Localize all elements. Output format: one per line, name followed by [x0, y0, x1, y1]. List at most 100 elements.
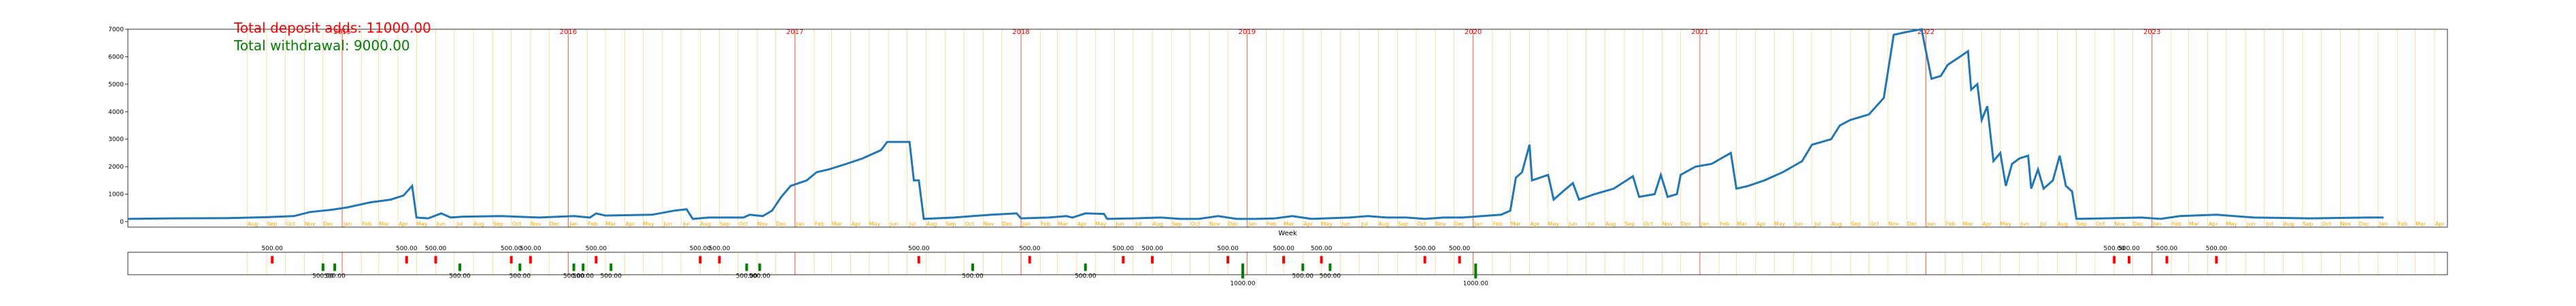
deposit-value-label: 500.00: [1311, 245, 1333, 252]
balance-line: [127, 28, 2384, 220]
withdrawal-bar: [582, 263, 585, 271]
month-label: Dec: [2359, 221, 2369, 227]
year-label: 2017: [786, 29, 803, 36]
deposit-bar: [405, 256, 408, 264]
withdrawal-bar: [1241, 263, 1244, 279]
withdrawal-bar: [1084, 263, 1087, 271]
month-label: May: [1548, 221, 1560, 227]
deposit-bar: [2113, 256, 2116, 264]
month-label: Sep: [1398, 221, 1408, 227]
month-label: Jan: [1926, 221, 1935, 227]
month-label: Mar: [2189, 221, 2200, 227]
month-label: Jan: [1248, 221, 1256, 227]
month-label: Nov: [984, 221, 994, 227]
month-label: Mar: [1058, 221, 1069, 227]
month-label: Oct: [286, 221, 295, 227]
month-label: Mar: [379, 221, 390, 227]
month-label: Jul: [1813, 221, 1821, 227]
month-label: Aug: [926, 221, 937, 227]
month-label: Apr: [852, 221, 862, 227]
deposit-value-label: 500.00: [261, 245, 283, 252]
month-label: Apr: [1530, 221, 1541, 227]
deposit-value-label: 500.00: [425, 245, 447, 252]
month-label: Dec: [1454, 221, 1465, 227]
deposit-bar: [1226, 256, 1230, 264]
month-label: Jan: [2379, 221, 2388, 227]
month-label: Sep: [2077, 221, 2087, 227]
month-label: Oct: [1870, 221, 1879, 227]
month-label: Jan: [1701, 221, 1709, 227]
month-label: Aug: [1831, 221, 1842, 227]
withdrawal-bar: [572, 263, 575, 271]
total-deposits-label: Total deposit adds: 11000.00: [234, 20, 431, 36]
deposit-bar: [595, 256, 598, 264]
month-label: Jun: [1794, 221, 1803, 227]
month-label: Nov: [531, 221, 541, 227]
month-label: Apr: [1303, 221, 1314, 227]
month-label: Sep: [493, 221, 503, 227]
month-label: Apr: [625, 221, 635, 227]
month-label: Oct: [965, 221, 974, 227]
y-tick-label: 0: [120, 219, 124, 226]
withdrawal-value-label: 500.00: [1320, 273, 1341, 280]
month-label: Nov: [757, 221, 768, 227]
deposit-value-label: 500.00: [2103, 245, 2125, 252]
month-label: Jul: [2266, 221, 2273, 227]
deposit-value-label: 500.00: [2118, 245, 2140, 252]
withdrawal-value-label: 500.00: [324, 273, 346, 280]
month-label: Feb: [2398, 221, 2407, 227]
withdrawal-bar: [1328, 263, 1332, 271]
deposit-value-label: 500.00: [1273, 245, 1294, 252]
deposit-bar: [529, 256, 532, 264]
year-label: 2016: [560, 29, 577, 36]
month-label: Aug: [473, 221, 484, 227]
deposit-bar: [1028, 256, 1031, 264]
month-label: Sep: [267, 221, 277, 227]
month-label: Nov: [1209, 221, 1220, 227]
month-label: Aug: [2058, 221, 2069, 227]
deposit-value-label: 500.00: [908, 245, 930, 252]
deposit-bar: [699, 256, 702, 264]
withdrawal-value-label: 500.00: [736, 273, 758, 280]
deposit-bar: [509, 256, 513, 264]
deposit-value-label: 500.00: [1414, 245, 1436, 252]
month-label: May: [1321, 221, 1333, 227]
deposit-bar: [718, 256, 721, 264]
deposit-value-label: 500.00: [520, 245, 541, 252]
withdrawal-value-label: 500.00: [312, 273, 334, 280]
withdrawal-value-label: 1000.00: [1230, 281, 1255, 288]
month-label: Aug: [1605, 221, 1616, 227]
month-label: Mar: [1737, 221, 1747, 227]
month-label: Jun: [436, 221, 446, 227]
month-label: Aug: [701, 221, 712, 227]
month-label: Jul: [1360, 221, 1368, 227]
month-label: Jun: [663, 221, 673, 227]
month-label: May: [1095, 221, 1107, 227]
month-label: Feb: [1041, 221, 1050, 227]
y-tick-label: 2000: [108, 164, 124, 171]
year-label: 2022: [1918, 29, 1935, 36]
withdrawal-bar: [458, 263, 462, 271]
month-label: Jun: [2246, 221, 2256, 227]
month-label: Feb: [1493, 221, 1503, 227]
month-label: Jul: [1588, 221, 1595, 227]
deposit-bar: [917, 256, 920, 264]
month-label: Feb: [362, 221, 371, 227]
month-label: Oct: [1191, 221, 1201, 227]
withdrawal-bar: [609, 263, 613, 271]
withdrawal-bar: [745, 263, 748, 271]
month-label: Mar: [1511, 221, 1522, 227]
month-label: Nov: [1888, 221, 1899, 227]
year-label: 2019: [1239, 29, 1256, 36]
month-label: Sep: [2303, 221, 2313, 227]
month-label: Dec: [323, 221, 333, 227]
month-label: Nov: [2341, 221, 2352, 227]
month-label: Dec: [776, 221, 786, 227]
month-label: Aug: [2284, 221, 2294, 227]
month-label: Mar: [2415, 221, 2426, 227]
y-tick-label: 7000: [108, 27, 124, 33]
month-label: Feb: [2172, 221, 2181, 227]
withdrawal-value-label: 500.00: [509, 273, 531, 280]
deposit-bar: [2127, 256, 2130, 264]
